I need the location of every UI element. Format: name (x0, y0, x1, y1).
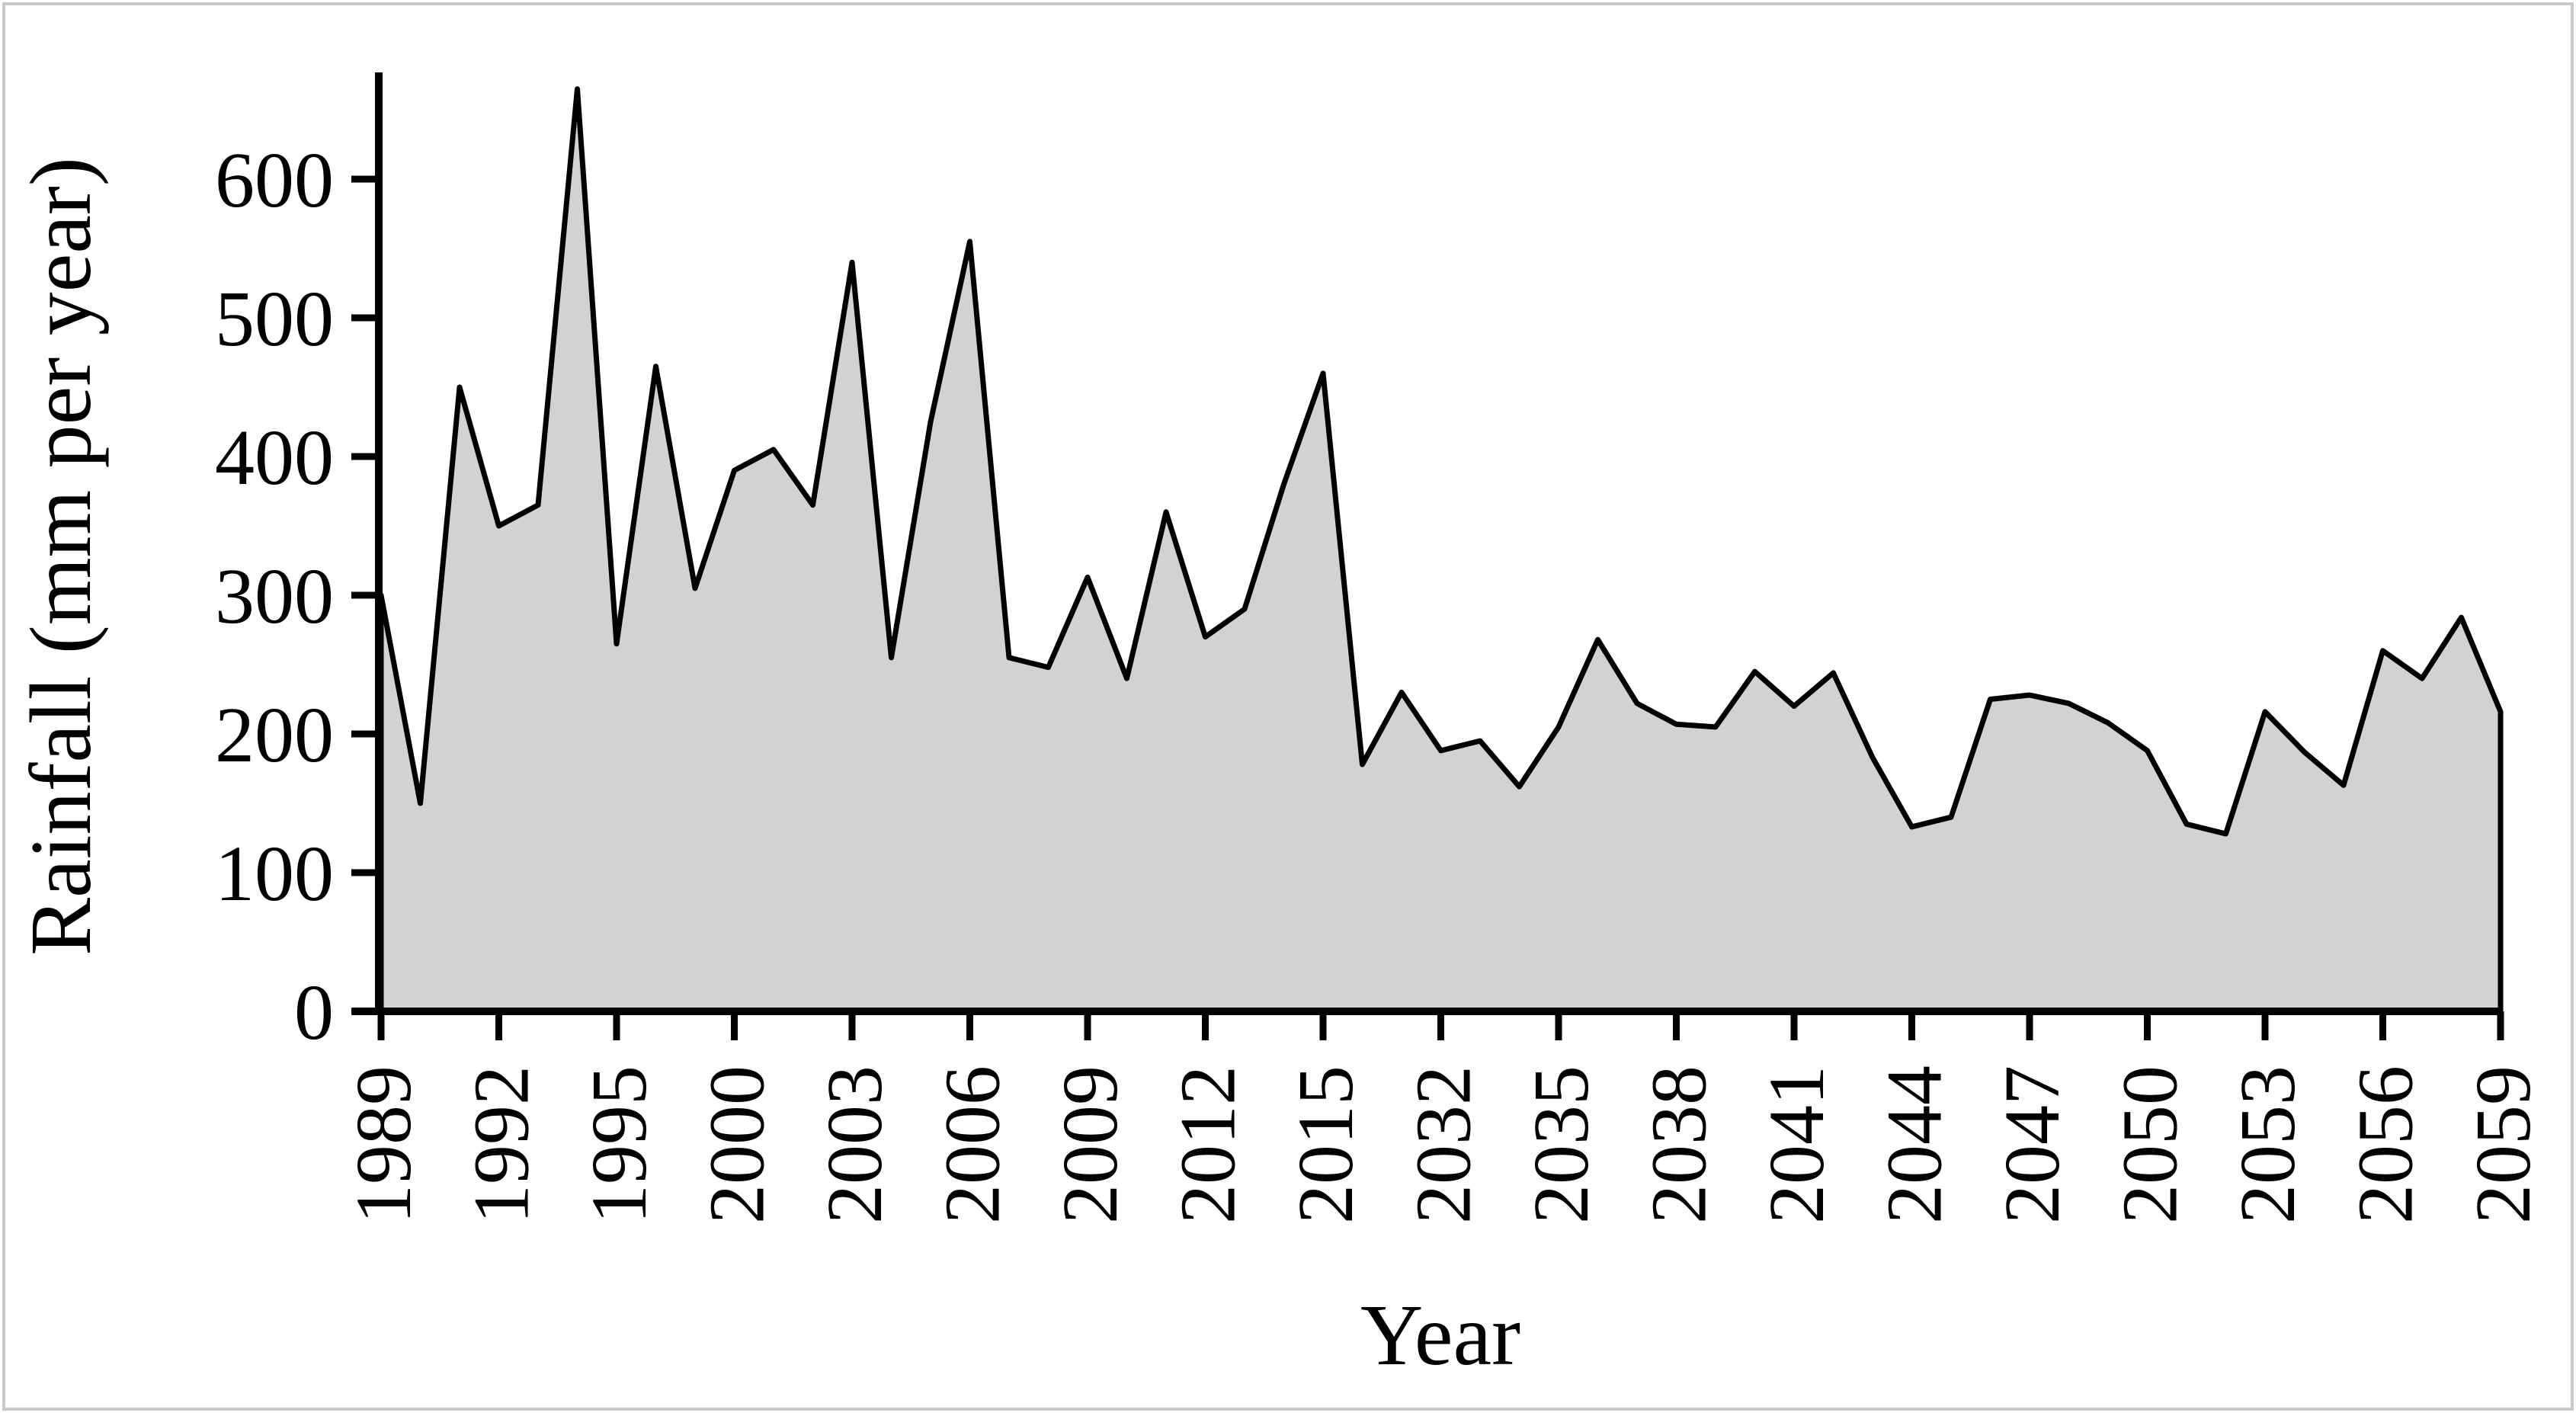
axes (352, 72, 2501, 1015)
x-axis-ticks: 1989 1992 1995 2000 2003 2006 2009 2012 2015 2032… (340, 1011, 2547, 1224)
x-tick-label: 2006 (929, 1065, 1017, 1224)
x-tick-label: 2050 (2107, 1065, 2194, 1224)
x-tick-label: 2059 (2459, 1065, 2547, 1224)
x-axis-title: Year (1360, 1286, 1520, 1383)
y-tick-label: 600 (215, 136, 334, 224)
y-tick-label: 200 (215, 691, 334, 779)
x-tick-label: 2012 (1165, 1065, 1252, 1224)
y-tick-label: 300 (215, 553, 334, 640)
x-tick-label: 2032 (1400, 1065, 1488, 1224)
x-tick-label: 1995 (575, 1065, 663, 1224)
x-tick-label: 2000 (694, 1065, 781, 1224)
x-tick-label: 2044 (1871, 1065, 1959, 1224)
y-axis-ticks: 0 100 200 300 400 500 600 (215, 136, 379, 1056)
x-tick-label: 2041 (1753, 1065, 1841, 1224)
x-tick-label: 2056 (2342, 1065, 2430, 1224)
area-series-rainfall (378, 86, 2504, 1014)
y-tick-label: 400 (215, 414, 334, 501)
rainfall-area-shape (378, 86, 2504, 1014)
x-tick-label: 1992 (458, 1065, 546, 1224)
x-tick-label: 2009 (1046, 1065, 1134, 1224)
x-tick-label: 2047 (1988, 1065, 2076, 1224)
y-tick-label: 0 (294, 969, 334, 1056)
x-tick-label: 2035 (1517, 1065, 1605, 1224)
y-tick-label: 100 (215, 830, 334, 918)
x-tick-label: 2003 (811, 1065, 899, 1224)
x-tick-label: 2053 (2224, 1065, 2312, 1224)
y-axis-title: Rainfall (mm per year) (12, 157, 109, 956)
x-tick-label: 2015 (1282, 1065, 1370, 1224)
x-tick-label: 2038 (1636, 1065, 1723, 1224)
y-tick-label: 500 (215, 275, 334, 363)
x-tick-label: 1989 (340, 1065, 428, 1224)
